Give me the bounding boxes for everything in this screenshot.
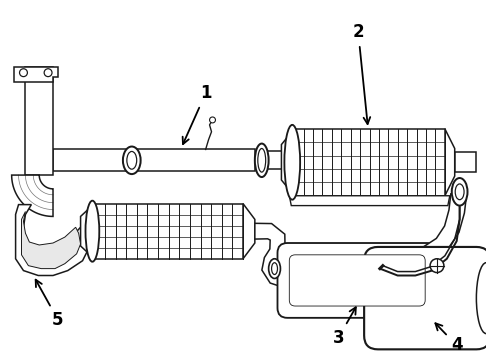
Polygon shape	[423, 194, 466, 260]
FancyBboxPatch shape	[289, 255, 425, 306]
Ellipse shape	[85, 201, 99, 262]
Polygon shape	[14, 67, 58, 82]
Polygon shape	[445, 129, 455, 196]
Circle shape	[20, 69, 27, 77]
Bar	[294, 129, 445, 196]
Text: 4: 4	[436, 323, 463, 354]
FancyBboxPatch shape	[364, 247, 490, 349]
Ellipse shape	[258, 148, 266, 172]
FancyBboxPatch shape	[277, 243, 437, 318]
Polygon shape	[243, 204, 255, 259]
Polygon shape	[22, 212, 80, 269]
Polygon shape	[16, 204, 88, 275]
Bar	[25, 67, 53, 175]
Polygon shape	[80, 204, 95, 259]
Polygon shape	[281, 129, 294, 196]
Ellipse shape	[452, 178, 467, 206]
Ellipse shape	[455, 184, 464, 200]
Ellipse shape	[271, 263, 277, 275]
Ellipse shape	[123, 147, 141, 174]
Polygon shape	[255, 223, 290, 288]
Ellipse shape	[284, 125, 300, 200]
Circle shape	[44, 69, 52, 77]
Text: 2: 2	[352, 23, 370, 124]
Ellipse shape	[476, 263, 490, 334]
Ellipse shape	[269, 259, 280, 278]
Polygon shape	[455, 152, 476, 172]
Circle shape	[430, 259, 444, 273]
Ellipse shape	[255, 144, 269, 177]
Text: 5: 5	[36, 280, 64, 329]
Text: 1: 1	[183, 84, 211, 144]
Polygon shape	[262, 152, 284, 169]
Text: 3: 3	[333, 307, 356, 347]
Ellipse shape	[127, 152, 137, 169]
Polygon shape	[12, 175, 53, 216]
Bar	[95, 204, 243, 259]
Polygon shape	[53, 149, 255, 171]
Polygon shape	[289, 196, 450, 206]
Circle shape	[210, 117, 216, 123]
